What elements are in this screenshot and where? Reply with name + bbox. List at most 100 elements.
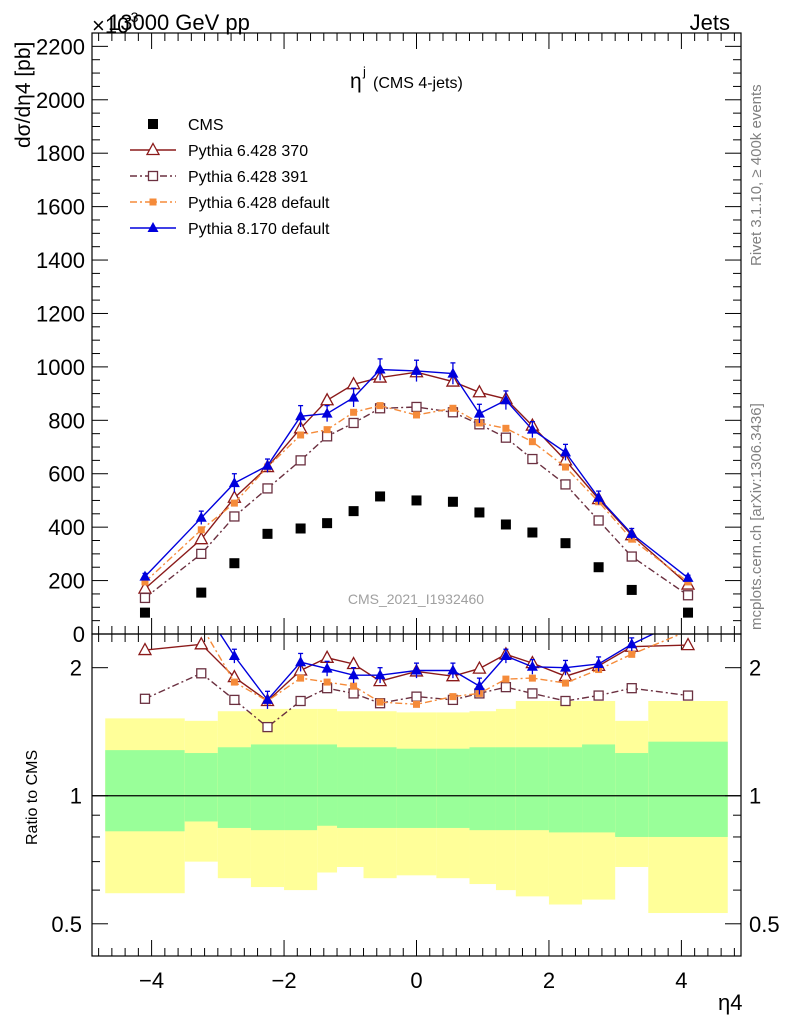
ratio-axis-ticks [92,634,741,956]
ratio-y-tick-label: 0.5 [51,912,82,937]
main-data-point [139,607,150,618]
ratio-data-point [593,690,604,701]
ratio-data-point [141,634,149,635]
inner-band-segment [217,747,251,828]
ratio-data-point [198,622,205,629]
ratio-data-point [472,660,487,674]
ratio-data-point [411,664,422,675]
ratio-data-point [228,650,240,661]
main-series-1 [137,364,696,594]
mcplots-label: mcplots.cern.ch [arXiv:1306.3436] [748,403,765,630]
main-series-line [144,404,689,583]
ratio-y-tick-labels: 0.5 0.5 1 1 2 2 [51,656,779,937]
ratio-data-point [261,693,273,704]
main-y-tick-label: 1800 [36,141,85,166]
ratio-data-point [194,636,209,650]
main-data-point [376,402,384,410]
x-axis-label: η4 [718,990,742,1015]
ratio-data-point [295,656,307,667]
main-data-point [593,562,604,573]
main-series-4 [139,358,694,582]
main-data-point [375,491,386,502]
energy-label: 13000 GeV pp [108,10,250,35]
main-series-0 [139,491,694,618]
main-y-axis-label: dσ/dη4 [pb] [12,42,35,148]
ratio-y-tick-label-right: 2 [749,656,761,681]
main-data-point [593,515,604,526]
ratio-series-1 [139,668,694,733]
ratio-data-point [680,637,696,651]
ratio-data-point [526,660,538,671]
x-tick-label: 2 [543,968,555,993]
main-data-point [449,404,457,412]
legend-entry: Pythia 6.428 391 [130,169,308,186]
main-data-point [295,455,306,466]
main-data-point [196,587,207,598]
main-data-point [348,391,360,402]
legend-label: Pythia 6.428 370 [188,143,308,160]
main-data-point [229,558,240,569]
main-data-point [194,531,209,545]
main-y-tick-label: 1200 [36,301,85,326]
legend-label: Pythia 6.428 391 [188,169,308,186]
inner-band-segment [615,753,649,837]
main-y-tick-label: 1000 [36,355,85,380]
main-data-point [295,523,306,534]
legend: CMS Pythia 6.428 370 Pythia 6.428 391 Pythi… [130,117,330,238]
main-data-point [321,407,333,418]
main-series-layer [137,358,696,618]
inner-band-segment [250,744,285,831]
main-data-point [320,392,335,406]
main-data-point [196,548,207,560]
main-data-point [562,463,570,471]
main-data-point [684,578,692,586]
main-data-point [322,518,333,529]
main-data-point [474,507,485,518]
main-data-point [472,384,487,398]
main-axis-ticks [92,32,741,635]
main-data-point [321,431,333,442]
x-tick-label: 0 [410,968,422,993]
main-data-point [413,411,420,419]
ratio-data-point [560,661,572,672]
ratio-data-point [449,693,457,701]
ratio-data-point [528,674,536,682]
inner-band-segment [363,747,397,828]
main-data-point [141,578,149,586]
main-data-point [560,538,571,549]
main-data-point [348,417,359,429]
inner-band-segment [469,747,496,831]
ratio-data-point [196,668,207,679]
ratio-data-point [374,669,386,680]
ratio-data-point [137,642,153,656]
inner-band-segment [184,753,218,822]
main-data-point [502,424,510,432]
inner-band-segment [105,750,185,832]
legend-marker [149,198,157,206]
main-data-point [528,438,536,446]
x-tick-label: 4 [675,968,687,993]
main-data-point [473,407,485,418]
main-data-point [350,408,358,416]
rivet-label: Rivet 3.1.10, ≥ 400k events [748,84,765,266]
main-data-point [682,590,694,601]
main-data-point [139,570,151,581]
legend-entry: CMS [148,117,224,134]
main-data-point [560,479,571,490]
inner-band-segment [582,744,616,833]
main-data-point [228,477,240,488]
x-tick-labels: −4 −2 0 2 4 [139,968,687,993]
ratio-data-point [500,650,512,661]
legend-marker [147,222,159,232]
legend-label: Pythia 6.428 default [188,195,330,212]
plot-title: η j (CMS 4-jets) [350,64,463,93]
inner-band-segment [648,741,728,837]
ratio-frame [91,633,742,957]
inner-band-segment [436,748,470,828]
legend-label: Pythia 8.170 default [188,221,330,238]
ratio-data-point [628,650,636,658]
ratio-data-point [139,693,151,704]
plot-title-sup: j [362,64,366,79]
ratio-data-point [320,649,335,663]
legend-marker [147,170,159,182]
